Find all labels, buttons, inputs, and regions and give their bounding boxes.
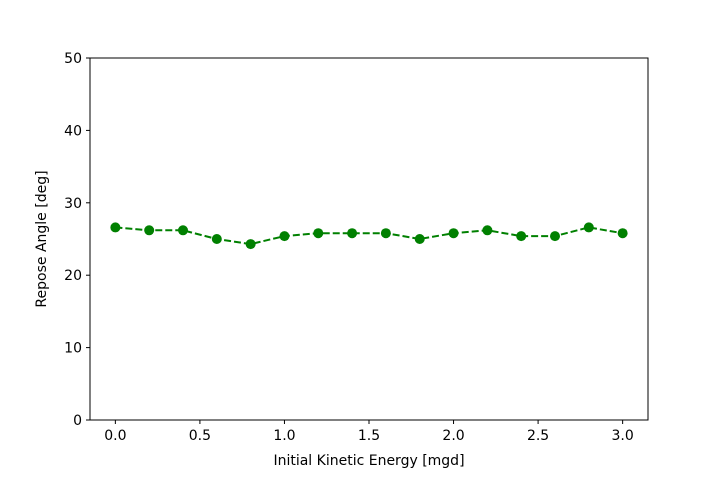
data-point (347, 228, 358, 239)
data-point (313, 228, 324, 239)
x-axis-label: Initial Kinetic Energy [mgd] (273, 453, 464, 469)
y-tick-label: 40 (64, 123, 82, 139)
y-tick-label: 0 (73, 413, 82, 429)
data-point (550, 231, 560, 242)
y-tick-label: 20 (64, 268, 82, 284)
x-axis-ticks: 0.0 0.5 1.0 1.5 2.0 2.5 3.0 (104, 420, 634, 444)
y-tick-label: 30 (64, 196, 82, 212)
data-point (178, 225, 188, 236)
x-tick-label: 2.5 (527, 428, 549, 444)
x-tick-label: 1.5 (358, 428, 380, 444)
x-tick-label: 3.0 (612, 428, 634, 444)
y-tick-label: 10 (64, 341, 82, 357)
data-point (245, 239, 256, 250)
y-axis-ticks: 0 10 20 30 40 50 (64, 51, 90, 429)
x-tick-label: 0.0 (104, 428, 126, 444)
data-point (516, 231, 527, 242)
data-point (144, 225, 155, 236)
data-point (380, 228, 391, 239)
x-tick-label: 0.5 (189, 428, 211, 444)
x-tick-label: 2.0 (442, 428, 464, 444)
series-layer (110, 222, 628, 250)
series-line (115, 226, 623, 246)
data-point (482, 225, 493, 236)
data-point (211, 234, 222, 244)
data-point (110, 222, 121, 233)
plot-area (90, 58, 648, 420)
data-point (583, 222, 594, 233)
data-point (414, 234, 425, 244)
y-tick-label: 50 (64, 51, 82, 67)
x-tick-label: 1.0 (273, 428, 295, 444)
y-axis-label: Repose Angle [deg] (34, 170, 50, 307)
data-point (448, 228, 459, 239)
data-point (617, 228, 628, 239)
data-point (279, 231, 290, 242)
